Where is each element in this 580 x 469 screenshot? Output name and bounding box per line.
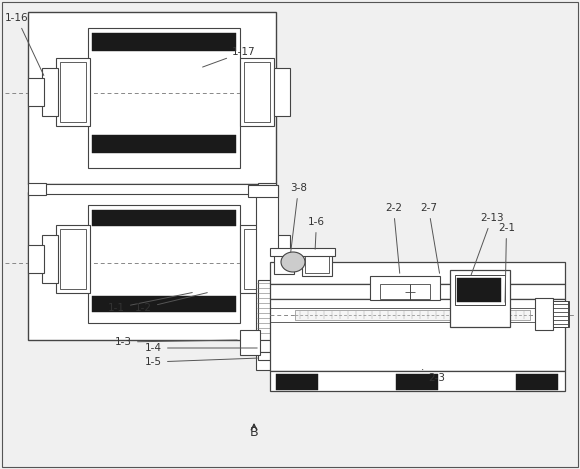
Bar <box>276 374 318 390</box>
Bar <box>450 270 510 327</box>
Text: 2-13: 2-13 <box>471 213 503 275</box>
Bar <box>256 185 278 370</box>
Bar <box>88 205 240 323</box>
Bar <box>56 58 90 126</box>
Bar <box>240 330 260 355</box>
Bar <box>455 275 505 305</box>
Bar <box>28 184 276 194</box>
Bar <box>60 62 86 122</box>
Text: 1-5: 1-5 <box>145 357 257 367</box>
Bar <box>28 183 46 195</box>
Bar <box>516 374 558 390</box>
Bar <box>88 28 240 168</box>
Text: 1-17: 1-17 <box>202 47 256 67</box>
Bar <box>396 374 438 390</box>
Text: 1-1: 1-1 <box>108 293 193 313</box>
Bar <box>60 229 86 289</box>
Bar <box>254 340 280 352</box>
Bar <box>258 183 276 195</box>
Text: B: B <box>249 425 258 439</box>
Bar <box>305 253 329 273</box>
Bar <box>92 135 236 153</box>
Bar <box>92 33 236 51</box>
Bar <box>370 276 440 300</box>
Bar <box>274 252 294 274</box>
Bar <box>302 250 332 276</box>
Bar <box>56 225 90 293</box>
Bar <box>28 78 44 106</box>
Text: 1-2: 1-2 <box>135 293 207 313</box>
Text: 1-3: 1-3 <box>115 337 237 347</box>
Bar <box>248 185 278 197</box>
Bar <box>295 310 530 320</box>
Bar <box>240 58 274 126</box>
Bar <box>380 284 430 299</box>
Text: 2-7: 2-7 <box>420 203 440 273</box>
Bar <box>28 192 276 340</box>
Text: 2-1: 2-1 <box>498 223 515 302</box>
Bar <box>258 352 276 360</box>
Ellipse shape <box>281 252 305 272</box>
Text: 2-2: 2-2 <box>385 203 402 273</box>
Bar <box>270 262 565 284</box>
Text: 3-8: 3-8 <box>290 183 307 255</box>
Bar <box>270 248 335 256</box>
Bar <box>28 12 276 184</box>
Bar <box>92 210 236 226</box>
Text: 2-3: 2-3 <box>422 370 445 383</box>
Bar <box>42 68 58 116</box>
Bar <box>535 298 553 330</box>
Bar <box>258 280 276 340</box>
Bar <box>270 299 565 371</box>
Bar <box>274 235 290 283</box>
Bar <box>270 284 565 299</box>
Bar <box>244 62 270 122</box>
Bar <box>42 235 58 283</box>
Bar <box>274 68 290 116</box>
Bar <box>553 301 569 327</box>
Bar <box>28 245 44 273</box>
Text: 1-4: 1-4 <box>145 343 257 353</box>
Bar <box>92 296 236 312</box>
Text: 1-6: 1-6 <box>308 217 325 249</box>
Text: 1-16: 1-16 <box>5 13 44 76</box>
Bar <box>270 371 565 391</box>
Bar <box>457 278 501 302</box>
Bar <box>244 229 270 289</box>
Bar <box>240 225 274 293</box>
